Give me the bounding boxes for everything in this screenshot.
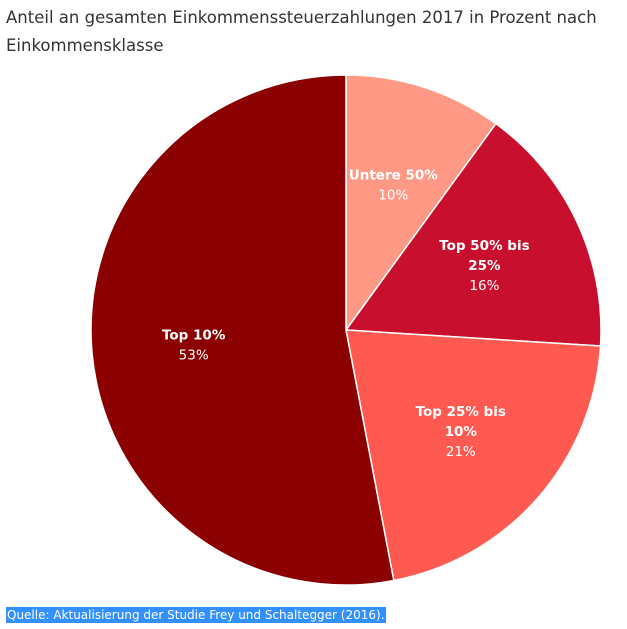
pie-slice-0 (345, 74, 497, 333)
slice-value: 10% (378, 187, 408, 203)
source-note: Quelle: Aktualisierung der Studie Frey u… (6, 607, 386, 623)
pie-slice-1 (344, 122, 602, 347)
slice-name: Top 50% bis (439, 238, 529, 254)
slice-name: Untere 50% (349, 167, 438, 183)
slice-name: Top 25% bis (416, 404, 506, 420)
slice-name: Top 10% (162, 327, 226, 343)
slice-label-3: Top 10% 53% (162, 327, 226, 363)
slice-name: 10% (445, 424, 478, 440)
pie-slice-3 (90, 74, 395, 586)
slice-value: 16% (469, 278, 499, 294)
slice-value: 53% (179, 347, 209, 363)
slice-value: 21% (446, 444, 476, 460)
slice-name: 25% (468, 258, 501, 274)
slice-label-2: Top 25% bis 10% 21% (416, 404, 506, 460)
slice-label-0: Untere 50% 10% (349, 167, 438, 203)
slice-label-1: Top 50% bis 25% 16% (439, 238, 529, 294)
chart-title: Anteil an gesamten Einkommenssteuerzahlu… (6, 8, 597, 55)
pie-chart: Untere 50% 10% Top 50% bis 25% 16% Top 25% bi… (90, 74, 602, 586)
pie-slice-2 (345, 329, 602, 582)
